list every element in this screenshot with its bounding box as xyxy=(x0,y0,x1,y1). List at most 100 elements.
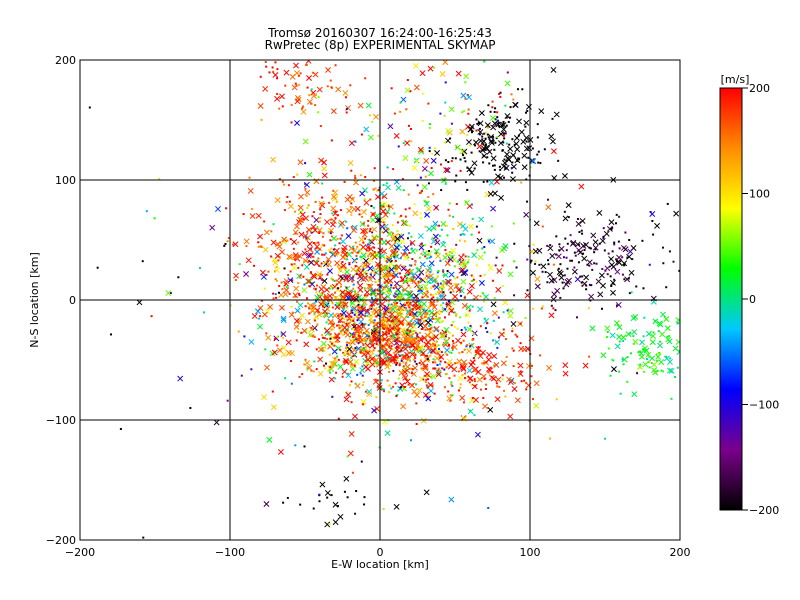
data-point-dot xyxy=(331,286,334,289)
data-point-x xyxy=(306,226,312,233)
data-point-dot xyxy=(271,390,274,393)
data-point-x xyxy=(474,349,481,356)
data-point-dot xyxy=(330,342,333,345)
data-point-dot xyxy=(440,351,443,354)
data-point-dot xyxy=(407,232,410,235)
data-point-dot xyxy=(449,256,452,259)
data-point-x xyxy=(575,220,582,227)
data-point-dot xyxy=(356,319,359,322)
data-point-x xyxy=(351,227,357,234)
data-point-dot xyxy=(470,274,473,277)
data-point-dot xyxy=(366,243,369,246)
data-point-dot xyxy=(331,235,334,238)
data-point-dot xyxy=(399,346,402,349)
data-point-dot xyxy=(478,231,481,234)
data-point-dot xyxy=(353,335,356,338)
data-point-x xyxy=(270,239,277,246)
data-point-dot xyxy=(351,471,354,474)
data-point-dot xyxy=(331,395,334,398)
data-point-dot xyxy=(434,227,437,230)
data-point-dot xyxy=(595,262,598,265)
data-point-dot xyxy=(234,279,237,282)
data-point-x xyxy=(424,371,431,378)
data-point-x xyxy=(255,212,262,219)
data-point-dot xyxy=(428,249,431,252)
data-point-dot xyxy=(589,247,592,250)
data-point-dot xyxy=(393,255,396,258)
data-point-dot xyxy=(656,369,659,372)
data-point-dot xyxy=(383,281,386,284)
data-point-dot xyxy=(318,248,321,251)
data-point-dot xyxy=(495,137,498,140)
data-point-x xyxy=(365,102,372,109)
data-point-x xyxy=(354,382,361,389)
data-point-x xyxy=(452,293,458,300)
data-point-x xyxy=(232,241,239,248)
data-point-dot xyxy=(473,253,476,256)
data-point-x xyxy=(257,103,264,109)
data-point-dot xyxy=(348,263,351,266)
data-point-dot xyxy=(670,397,673,400)
data-point-x xyxy=(458,254,465,261)
data-point-dot xyxy=(361,365,364,368)
data-point-dot xyxy=(647,361,650,364)
data-point-x xyxy=(592,239,599,246)
data-point-dot xyxy=(388,391,391,394)
data-point-x xyxy=(426,265,433,272)
data-point-dot xyxy=(334,244,337,247)
x-tick-label: −200 xyxy=(65,546,95,559)
data-point-x xyxy=(430,373,437,380)
data-point-x xyxy=(302,257,309,264)
data-point-x xyxy=(555,253,562,260)
data-point-x xyxy=(303,264,310,270)
data-point-dot xyxy=(424,175,427,178)
data-point-dot xyxy=(331,320,334,323)
data-point-dot xyxy=(433,317,436,320)
data-point-dot xyxy=(424,381,427,384)
data-point-dot xyxy=(635,285,638,288)
data-point-dot xyxy=(321,336,324,339)
data-point-x xyxy=(400,403,407,410)
data-point-dot xyxy=(394,311,397,314)
data-point-dot xyxy=(436,291,439,294)
data-point-dot xyxy=(335,283,338,286)
data-point-dot xyxy=(357,341,360,344)
data-point-dot xyxy=(370,301,373,304)
data-point-dot xyxy=(356,373,359,376)
data-point-x xyxy=(360,252,367,259)
data-point-x xyxy=(402,354,408,361)
data-point-x xyxy=(518,129,525,136)
data-point-dot xyxy=(366,294,369,297)
data-point-dot xyxy=(499,91,502,94)
data-point-x xyxy=(467,408,474,415)
data-point-x xyxy=(550,296,557,303)
data-point-x xyxy=(299,312,306,319)
data-point-dot xyxy=(399,284,402,287)
data-point-dot xyxy=(306,86,309,89)
data-point-x xyxy=(443,326,450,333)
data-point-dot xyxy=(486,156,489,159)
data-point-dot xyxy=(550,304,553,307)
data-point-dot xyxy=(606,273,609,276)
data-point-x xyxy=(462,269,469,276)
data-point-dot xyxy=(373,179,376,182)
data-point-dot xyxy=(319,312,322,315)
data-point-dot xyxy=(425,201,428,204)
data-point-dot xyxy=(643,370,646,373)
data-point-dot xyxy=(462,154,465,157)
data-point-dot xyxy=(481,362,484,365)
data-point-dot xyxy=(668,250,671,253)
data-point-x xyxy=(324,521,331,528)
data-point-x xyxy=(369,355,375,362)
data-point-dot xyxy=(348,342,351,345)
data-point-x xyxy=(363,199,370,206)
data-point-dot xyxy=(362,403,365,406)
data-point-x xyxy=(649,339,656,346)
data-point-dot xyxy=(287,184,290,187)
data-point-x xyxy=(520,138,527,145)
data-point-x xyxy=(433,248,440,255)
data-point-dot xyxy=(552,307,555,310)
data-point-dot xyxy=(330,218,333,221)
data-point-dot xyxy=(325,362,328,365)
data-point-x xyxy=(472,366,479,373)
